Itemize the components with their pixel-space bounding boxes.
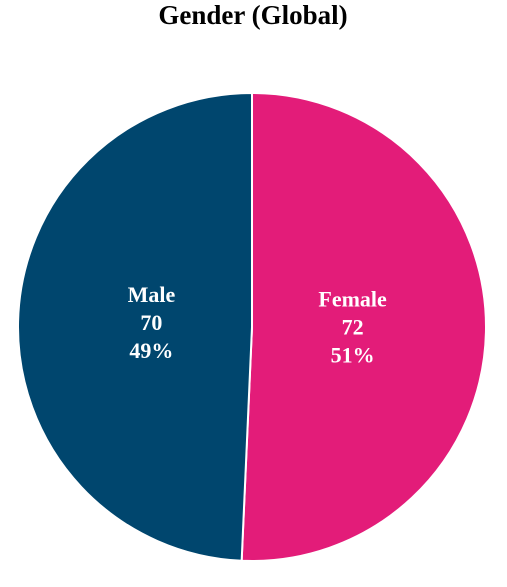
slice-value-label: 70 [140,310,162,335]
slice-share-label: 49% [129,338,173,363]
slice-category-label: Female [318,286,387,311]
chart-title: Gender (Global) [158,0,347,30]
slice-share-label: 51% [331,342,375,367]
slice-category-label: Male [128,282,176,307]
pie-slice [17,91,253,562]
pie-slice [240,91,487,562]
slice-value-label: 72 [342,314,364,339]
